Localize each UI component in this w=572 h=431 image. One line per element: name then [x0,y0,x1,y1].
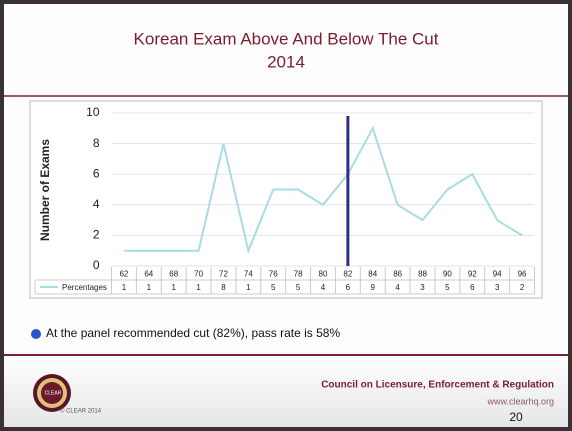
series-line [123,125,523,254]
table-value: 2 [520,283,525,292]
x-tick-label: 90 [443,270,452,279]
x-tick-label: 82 [343,270,352,279]
table-value: 6 [470,283,475,292]
table-value: 1 [122,283,127,292]
x-tick-label: 70 [194,270,203,279]
table-value: 1 [147,283,152,292]
legend-label: Percentages [62,283,107,292]
table-value: 3 [495,283,500,292]
table-value: 4 [395,283,400,292]
logo-core [41,382,63,404]
bullet-dot [31,329,41,339]
org-name: Council on Licensure, Enforcement & Regu… [321,380,554,391]
table-value: 5 [271,283,276,292]
table-value: 6 [346,283,351,292]
chart-box [29,100,543,299]
y-tick-label: 8 [93,136,100,150]
table-value: 9 [371,283,376,292]
footer-bg [4,355,568,427]
table-value: 5 [445,283,450,292]
x-tick-label: 72 [219,270,228,279]
table-value: 1 [246,283,251,292]
x-tick-label: 76 [269,270,278,279]
x-tick-label: 94 [493,270,502,279]
y-tick-label: 6 [93,166,100,180]
table-value: 1 [171,283,176,292]
x-tick-label: 64 [144,270,153,279]
page-number: 20 [509,410,523,424]
x-tick-label: 84 [368,270,377,279]
url: www.clearhq.org [486,396,554,406]
x-tick-label: 86 [393,270,402,279]
chart-title: Korean Exam Above And Below The Cut [134,29,439,48]
table-value: 3 [420,283,425,292]
x-tick-label: 62 [119,270,128,279]
y-tick-label: 10 [86,105,100,119]
y-tick-label: 0 [93,258,100,272]
table-value: 1 [196,283,201,292]
x-tick-label: 74 [244,270,253,279]
x-tick-label: 68 [169,270,178,279]
x-tick-label: 80 [319,270,328,279]
copyright: © CLEAR 2014 [60,408,102,415]
x-tick-label: 88 [418,270,427,279]
y-axis-label: Number of Exams [38,139,52,241]
table-value: 4 [321,283,326,292]
y-tick-label: 4 [93,197,100,211]
table-value: 8 [221,283,226,292]
x-tick-label: 92 [468,270,477,279]
x-tick-label: 96 [518,270,527,279]
table-value: 5 [296,283,301,292]
bullet-text: At the panel recommended cut (82%), pass… [46,326,340,340]
x-tick-label: 78 [294,270,303,279]
logo-text: CLEAR [45,390,62,396]
chart-subtitle: 2014 [267,52,305,71]
y-tick-label: 2 [93,228,100,242]
